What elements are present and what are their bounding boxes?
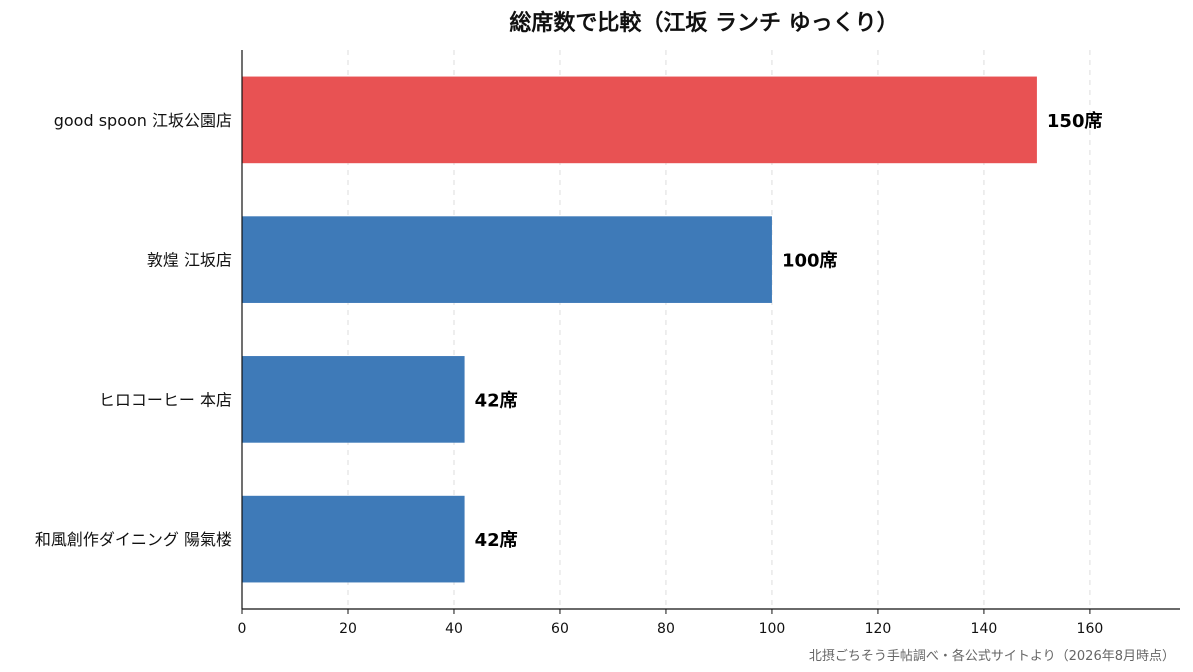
value-label-3: 42席 [475, 389, 518, 411]
value-label-2: 100席 [782, 250, 838, 272]
source-note: 北摂ごちそう手帖調べ・各公式サイトより（2026年8月時点） [809, 648, 1175, 664]
axes [241, 50, 1180, 610]
value-label-4: 42席 [475, 529, 518, 551]
chart-title: 総席数で比較（江坂 ランチ ゆっくり） [509, 10, 898, 36]
bar-2 [242, 216, 772, 303]
bars [242, 76, 1037, 583]
tick-label-40: 40 [445, 621, 463, 637]
category-label-4: 和風創作ダイニング 陽氣楼 [35, 530, 232, 549]
tick-label-100: 100 [759, 621, 786, 637]
x-ticks: 0 20 40 60 80 100 120 140 160 [238, 609, 1104, 637]
value-label-1: 150席 [1047, 110, 1103, 132]
tick-label-120: 120 [865, 621, 892, 637]
tick-label-20: 20 [339, 621, 357, 637]
tick-label-0: 0 [238, 621, 247, 637]
bar-4 [242, 495, 465, 583]
bar-1 [242, 76, 1037, 164]
bar-3 [242, 356, 465, 443]
value-labels: 150席 100席 42席 42席 [475, 110, 1103, 551]
category-label-1: good spoon 江坂公園店 [54, 111, 232, 130]
category-label-2: 敦煌 江坂店 [147, 251, 232, 270]
tick-label-60: 60 [551, 621, 569, 637]
tick-label-160: 160 [1077, 621, 1104, 637]
category-label-3: ヒロコーヒー 本店 [99, 390, 232, 409]
tick-label-140: 140 [971, 621, 998, 637]
tick-label-80: 80 [657, 621, 675, 637]
